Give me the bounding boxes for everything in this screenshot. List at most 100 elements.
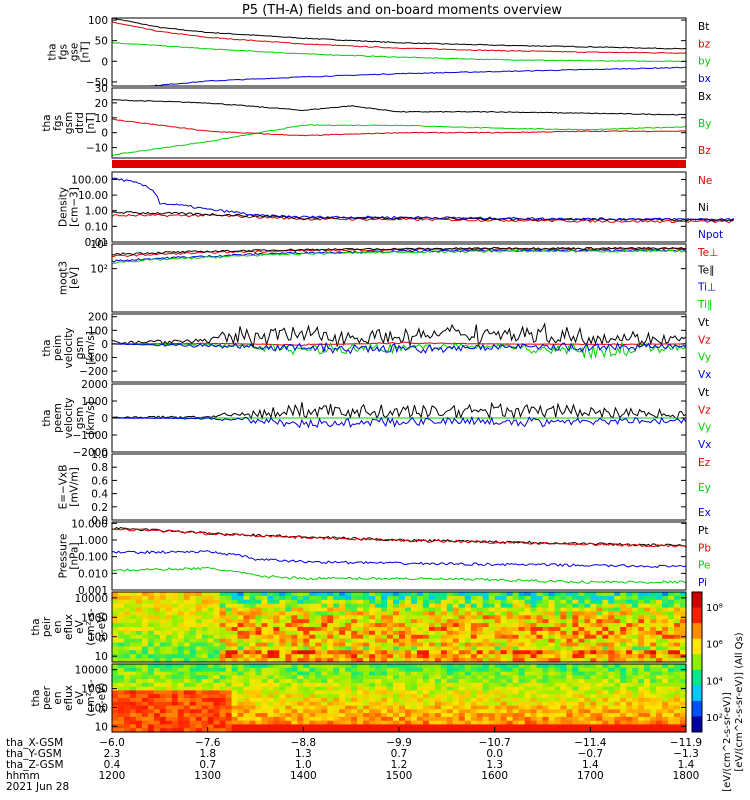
spectrogram-cell <box>632 654 639 659</box>
spectrogram-cell <box>118 686 125 692</box>
spectrogram-cell <box>195 595 203 601</box>
spectrogram-cell <box>680 630 687 636</box>
spectrogram-cell <box>614 713 621 718</box>
spectrogram-cell <box>129 667 137 673</box>
spectrogram-cell <box>291 698 298 703</box>
spectrogram-cell <box>285 658 292 663</box>
spectrogram-cell <box>518 603 526 609</box>
spectrogram-cell <box>135 595 143 601</box>
spectrogram-cell <box>273 638 280 644</box>
spectrogram-cell <box>446 664 454 669</box>
spectrogram-cell <box>261 611 269 616</box>
spectrogram-cell <box>470 667 478 673</box>
spectrogram-cell <box>207 611 215 616</box>
spectrogram-cell <box>668 686 675 692</box>
spectrogram-cell <box>219 682 227 688</box>
spectrogram-cell <box>530 611 538 616</box>
spectrogram-cell <box>584 675 591 680</box>
colorbar-tick-label: 10⁸ <box>706 603 723 614</box>
spectrogram-cell <box>129 634 137 640</box>
spectrogram-cell <box>650 592 657 597</box>
spectrogram-cell <box>124 619 131 624</box>
spectrogram-cell <box>267 615 275 620</box>
spectrogram-cell <box>345 595 352 601</box>
spectrogram-cell <box>189 646 197 651</box>
spectrogram-cell <box>345 701 352 707</box>
spectrogram-cell <box>327 630 334 636</box>
spectrogram-cell <box>189 599 197 605</box>
spectrogram-cell <box>315 619 322 624</box>
spectrogram-cell <box>416 698 424 703</box>
spectrogram-cell <box>542 716 550 722</box>
spectrogram-cell <box>381 611 388 616</box>
spectrogram-cell <box>369 724 376 729</box>
spectrogram-cell <box>297 634 304 640</box>
spectrogram-cell <box>261 634 269 640</box>
spectrogram-cell <box>231 667 239 673</box>
spectrogram-cell <box>213 615 221 620</box>
spectrogram-cell <box>662 623 669 628</box>
spectrogram-cell <box>147 690 155 695</box>
spectrogram-cell <box>387 638 394 644</box>
spectrogram-cell <box>632 686 639 692</box>
spectrogram-cell <box>183 650 191 655</box>
spectrogram-cell <box>662 658 669 663</box>
spectrogram-cell <box>422 713 430 718</box>
spectrogram-cell <box>363 690 370 695</box>
spectrogram-cell <box>494 646 502 651</box>
spectrogram-cell <box>273 709 280 714</box>
spectrogram-cell <box>620 634 627 640</box>
spectrogram-cell <box>357 694 364 699</box>
spectrogram-cell <box>428 690 436 695</box>
spectrogram-cell <box>159 664 167 669</box>
spectrogram-cell <box>518 709 526 714</box>
spectrogram-cell <box>231 654 239 659</box>
spectrogram-cell <box>470 724 478 729</box>
spectrogram-cell <box>566 619 573 624</box>
spectrogram-cell <box>231 705 239 710</box>
spectrogram-cell <box>411 611 418 616</box>
spectrogram-cell <box>602 667 609 673</box>
spectrogram-cell <box>339 595 346 601</box>
spectrogram-cell <box>632 701 639 707</box>
spectrogram-cell <box>255 599 263 605</box>
spectrogram-cell <box>141 686 149 692</box>
spectrogram-cell <box>554 630 562 636</box>
spectrogram-cell <box>542 664 550 669</box>
spectrogram-cell <box>159 686 167 692</box>
spectrogram-cell <box>273 619 280 624</box>
status-bar-fill <box>112 160 686 168</box>
spectrogram-cell <box>656 686 663 692</box>
spectrogram-cell <box>644 724 651 729</box>
spectrogram-cell <box>608 679 615 684</box>
spectrogram-cell <box>500 709 508 714</box>
spectrogram-cell <box>351 671 358 676</box>
spectrogram-cell <box>542 701 550 707</box>
spectrogram-cell <box>291 690 298 695</box>
spectrogram-cell <box>219 634 227 640</box>
spectrogram-cell <box>189 603 197 609</box>
y-axis-label: moqt3[eV] <box>58 261 81 295</box>
spectrogram-cell <box>428 630 436 636</box>
spectrogram-cell <box>399 634 406 640</box>
spectrogram-cell <box>536 654 544 659</box>
y-axis-label-line: gsm <box>74 407 86 429</box>
y-axis-label: thapeerenefluxeV(cm²-s-sr-eV) <box>30 679 108 717</box>
spectrogram-cell <box>333 615 340 620</box>
spectrogram-cell <box>249 627 257 632</box>
spectrogram-cell <box>440 627 448 632</box>
spectrogram-cell <box>590 701 597 707</box>
spectrogram-cell <box>488 716 496 722</box>
spectrogram-cell <box>650 720 657 726</box>
spectrogram-cell <box>411 724 418 729</box>
spectrogram-cell <box>596 658 603 663</box>
legend-Vx: Vx <box>698 439 711 451</box>
figure-title: P5 (TH-A) fields and on-board moments ov… <box>242 3 562 18</box>
spectrogram-cell <box>345 686 352 692</box>
spectrogram-cell <box>159 694 167 699</box>
spectrogram-cell <box>141 595 149 601</box>
spectrogram-cell <box>405 709 412 714</box>
spectrogram-cell <box>524 611 532 616</box>
spectrogram-cell <box>608 630 615 636</box>
spectrogram-cell <box>482 595 490 601</box>
